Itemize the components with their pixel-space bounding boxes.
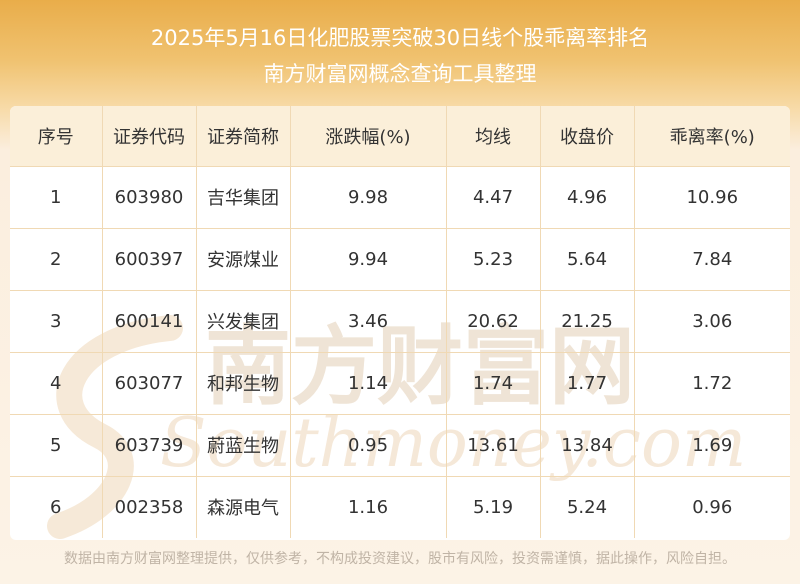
table-row: 1 603980 吉华集团 9.98 4.47 4.96 10.96: [10, 165, 790, 228]
table-row: 2 600397 安源煤业 9.94 5.23 5.64 7.84: [10, 227, 790, 290]
column-header-index: 序号: [10, 106, 103, 166]
cell-ma: 13.61: [446, 413, 541, 476]
cell-close: 4.96: [540, 165, 635, 228]
table-row: 5 603739 蔚蓝生物 0.95 13.61 13.84 1.69: [10, 413, 790, 476]
cell-close: 21.25: [540, 289, 635, 352]
cell-bias: 3.06: [634, 289, 790, 352]
table-panel: 南方财富网 Southmoney.com 序号 证券代码 证券简称 涨跌幅(%) 均线收…: [10, 106, 790, 540]
cell-index: 3: [10, 289, 103, 352]
table-row: 6 002358 森源电气 1.16 5.19 5.24 0.96: [10, 475, 790, 538]
cell-index: 1: [10, 165, 103, 228]
cell-ma: 5.23: [446, 227, 541, 290]
column-header-close: 收盘价: [540, 106, 635, 166]
disclaimer-text: 数据由南方财富网整理提供，仅供参考，不构成投资建议，股市有风险，投资需谨慎，据此…: [64, 551, 736, 567]
cell-change: 9.94: [290, 227, 447, 290]
page-header: 2025年5月16日化肥股票突破30日线个股乖离率排名 南方财富网概念查询工具整…: [0, 0, 800, 106]
cell-name: 安源煤业: [196, 227, 291, 290]
cell-name: 森源电气: [196, 475, 291, 538]
cell-code: 603739: [102, 413, 197, 476]
cell-ma: 4.47: [446, 165, 541, 228]
cell-close: 5.24: [540, 475, 635, 538]
cell-bias: 10.96: [634, 165, 790, 228]
cell-change: 3.46: [290, 289, 447, 352]
cell-change: 0.95: [290, 413, 447, 476]
cell-code: 600141: [102, 289, 197, 352]
cell-name: 吉华集团: [196, 165, 291, 228]
page-subtitle: 南方财富网概念查询工具整理: [263, 62, 537, 86]
ranking-table: 序号 证券代码 证券简称 涨跌幅(%) 均线 收盘价 乖离率(%) 1 603980 吉华集团 9…: [10, 106, 790, 538]
cell-bias: 1.69: [634, 413, 790, 476]
column-header-code: 证券代码: [102, 106, 197, 166]
cell-change: 1.14: [290, 351, 447, 414]
page-title: 2025年5月16日化肥股票突破30日线个股乖离率排名: [150, 26, 650, 50]
cell-index: 4: [10, 351, 103, 414]
cell-close: 13.84: [540, 413, 635, 476]
cell-ma: 5.19: [446, 475, 541, 538]
cell-change: 1.16: [290, 475, 447, 538]
table-body: 1 603980 吉华集团 9.98 4.47 4.96 10.96 2 600397 安源煤业 9…: [10, 165, 790, 538]
table-row: 4 603077 和邦生物 1.14 1.74 1.77 1.72: [10, 351, 790, 414]
table-header-row: 序号 证券代码 证券简称 涨跌幅(%) 均线 收盘价 乖离率(%): [10, 106, 790, 166]
cell-code: 603980: [102, 165, 197, 228]
column-header-change: 涨跌幅(%): [290, 106, 447, 166]
cell-index: 6: [10, 475, 103, 538]
cell-change: 9.98: [290, 165, 447, 228]
cell-code: 600397: [102, 227, 197, 290]
column-header-name: 证券简称: [196, 106, 291, 166]
cell-ma: 1.74: [446, 351, 541, 414]
cell-name: 兴发集团: [196, 289, 291, 352]
cell-name: 和邦生物: [196, 351, 291, 414]
cell-code: 002358: [102, 475, 197, 538]
cell-close: 5.64: [540, 227, 635, 290]
cell-close: 1.77: [540, 351, 635, 414]
cell-bias: 1.72: [634, 351, 790, 414]
cell-name: 蔚蓝生物: [196, 413, 291, 476]
column-header-ma: 均线: [446, 106, 541, 166]
table-row: 3 600141 兴发集团 3.46 20.62 21.25 3.06: [10, 289, 790, 352]
cell-index: 5: [10, 413, 103, 476]
cell-bias: 7.84: [634, 227, 790, 290]
cell-code: 603077: [102, 351, 197, 414]
cell-bias: 0.96: [634, 475, 790, 538]
cell-index: 2: [10, 227, 103, 290]
column-header-bias: 乖离率(%): [669, 126, 755, 148]
cell-ma: 20.62: [446, 289, 541, 352]
